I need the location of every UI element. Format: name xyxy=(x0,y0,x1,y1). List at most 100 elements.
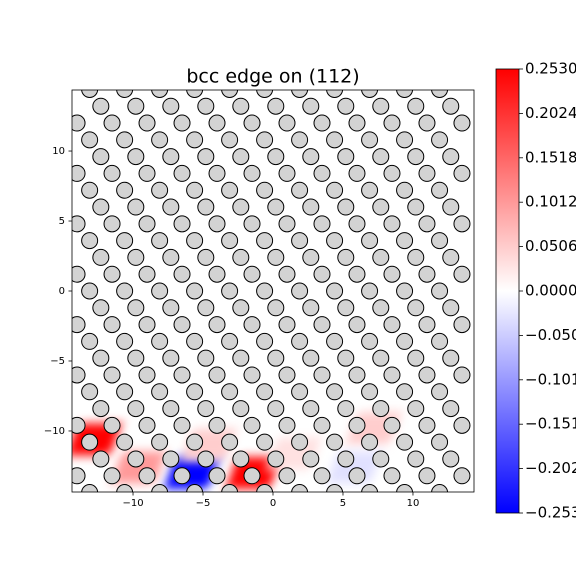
atom xyxy=(267,299,285,317)
colorbar-tick-label: −0.253 xyxy=(525,504,576,522)
atom xyxy=(372,248,390,266)
atom xyxy=(208,215,226,233)
atom xyxy=(431,433,449,451)
atom xyxy=(291,383,309,401)
atom xyxy=(72,316,86,334)
atom xyxy=(396,232,414,250)
atom xyxy=(313,265,331,283)
atom xyxy=(396,332,414,350)
atom xyxy=(186,181,204,199)
atom xyxy=(348,215,366,233)
atom xyxy=(337,198,355,216)
atom xyxy=(127,349,145,367)
atom xyxy=(278,467,296,485)
colorbar-tick-label: −0.050 xyxy=(525,326,576,344)
atom xyxy=(243,316,261,334)
colorbar-tick-label: 0.2024 xyxy=(525,104,576,122)
atom xyxy=(337,148,355,166)
y-tick-label: 0 xyxy=(59,286,65,297)
atom xyxy=(256,383,274,401)
atom xyxy=(221,90,239,98)
atom xyxy=(197,450,215,468)
atom xyxy=(72,215,86,233)
atom xyxy=(103,265,121,283)
atom xyxy=(267,248,285,266)
colorbar-gradient xyxy=(495,68,520,514)
atom xyxy=(383,316,401,334)
atom xyxy=(278,416,296,434)
atom xyxy=(418,416,436,434)
atom xyxy=(116,332,134,350)
atom xyxy=(348,467,366,485)
atom xyxy=(243,114,261,132)
atom xyxy=(383,265,401,283)
atom xyxy=(256,181,274,199)
colorbar-tick-label: −0.101 xyxy=(525,370,576,388)
atom xyxy=(162,299,180,317)
atom xyxy=(361,484,379,492)
atom xyxy=(267,97,285,115)
atom xyxy=(197,198,215,216)
atom xyxy=(372,299,390,317)
atom xyxy=(313,316,331,334)
atom xyxy=(302,299,320,317)
atom xyxy=(116,232,134,250)
atom xyxy=(256,433,274,451)
atom xyxy=(208,416,226,434)
atom xyxy=(431,282,449,300)
atom xyxy=(138,316,156,334)
atom xyxy=(407,248,425,266)
atom xyxy=(162,97,180,115)
atom xyxy=(81,433,99,451)
atom xyxy=(418,164,436,182)
atom xyxy=(92,299,110,317)
atom xyxy=(302,349,320,367)
atom xyxy=(267,349,285,367)
atom xyxy=(313,366,331,384)
atom xyxy=(407,349,425,367)
atom xyxy=(442,349,460,367)
atom xyxy=(232,299,250,317)
atom xyxy=(232,198,250,216)
atom xyxy=(407,148,425,166)
atom xyxy=(348,114,366,132)
colorbar-tick-label: 0.0000 xyxy=(525,282,576,300)
colorbar-tick-label: 0.1012 xyxy=(525,193,576,211)
atom xyxy=(197,349,215,367)
atom xyxy=(383,416,401,434)
atom xyxy=(302,400,320,418)
atom xyxy=(162,198,180,216)
atom xyxy=(221,332,239,350)
atom xyxy=(72,467,86,485)
atom xyxy=(407,400,425,418)
atom xyxy=(267,148,285,166)
atom xyxy=(103,416,121,434)
atom xyxy=(396,282,414,300)
atom xyxy=(127,97,145,115)
atom xyxy=(326,131,344,149)
atom xyxy=(92,198,110,216)
atom xyxy=(151,232,169,250)
atom xyxy=(442,299,460,317)
atom xyxy=(103,164,121,182)
atom xyxy=(372,400,390,418)
atom xyxy=(326,332,344,350)
atom xyxy=(348,366,366,384)
atom xyxy=(208,467,226,485)
atom xyxy=(302,450,320,468)
atom xyxy=(116,90,134,98)
atom xyxy=(81,90,99,98)
atom xyxy=(278,164,296,182)
atom xyxy=(151,90,169,98)
atom xyxy=(72,366,86,384)
atom xyxy=(127,450,145,468)
x-tick-label: 0 xyxy=(270,498,276,509)
atom xyxy=(291,90,309,98)
atom xyxy=(278,114,296,132)
axes: −10 −5 0 5 10 −10 −5 0 5 10 xyxy=(44,146,419,509)
atom xyxy=(186,383,204,401)
atom xyxy=(243,467,261,485)
atom xyxy=(127,248,145,266)
atom xyxy=(313,164,331,182)
